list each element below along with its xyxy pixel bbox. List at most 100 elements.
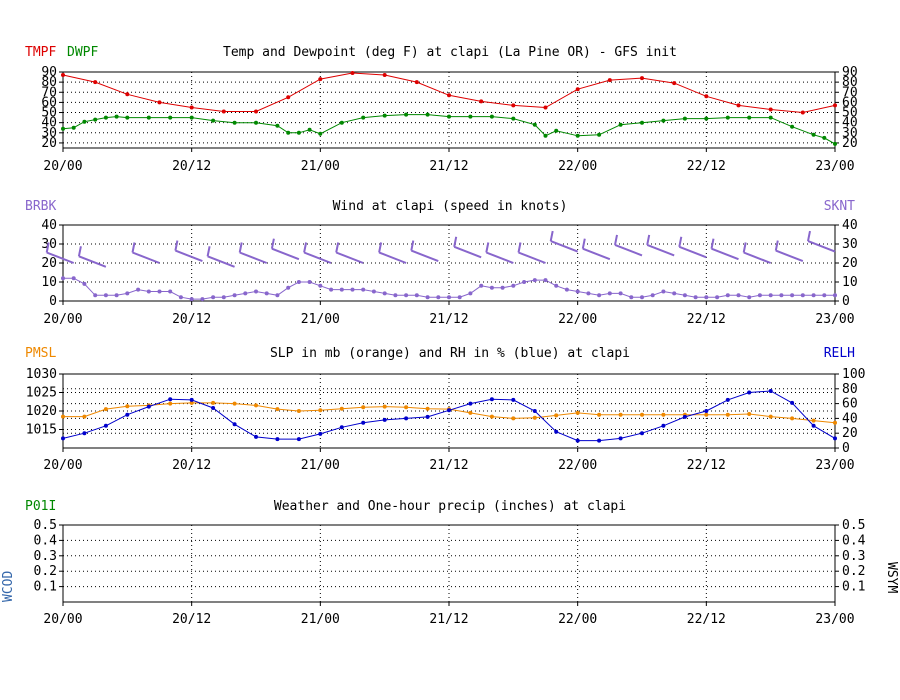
panel-0-xtick-0: 20/00	[43, 159, 82, 174]
panel-1-wind-barb-22	[807, 240, 836, 253]
panel-1-ytick-left-1: 10	[41, 275, 57, 290]
panel-2-ytick-right-3: 60	[842, 397, 858, 412]
panel-1-series-SKNT-point-18	[254, 289, 258, 294]
panel-1-wind-barb-7	[303, 251, 332, 264]
panel-2-series-PMSL-point-35	[811, 418, 816, 423]
panel-1-xtick-5: 22/12	[687, 312, 726, 327]
panel-2-ytick-right-4: 80	[842, 382, 858, 397]
panel-1-series-SKNT-point-12	[189, 297, 194, 302]
panel-1-series-SKNT-point-39	[479, 283, 484, 288]
panel-1-wind-barb-flag-5	[238, 242, 243, 253]
panel-1-right-label: SKNT	[824, 199, 855, 214]
panel-2-right-label: RELH	[824, 346, 855, 361]
panel-1-series-SKNT-point-69	[800, 293, 805, 298]
panel-2-series-PMSL-point-9	[254, 403, 258, 408]
panel-0-series-DWPF-point-27	[532, 122, 537, 127]
panel-3-ytick-left-2: 0.3	[34, 549, 57, 564]
panel-1-series-SKNT-point-17	[243, 291, 248, 296]
panel-2-series-RELH-point-4	[146, 404, 151, 409]
panel-1-title: Wind at clapi (speed in knots)	[333, 199, 568, 214]
panel-0-series-DWPF-point-34	[661, 118, 666, 123]
panel-1-ytick-right-3: 30	[842, 237, 858, 252]
panel-1-series-SKNT-point-27	[350, 287, 355, 292]
panel-0-series-DWPF-point-38	[747, 115, 752, 120]
panel-2-series-RELH-point-28	[661, 423, 666, 428]
panel-2-series-RELH-point-15	[382, 417, 387, 422]
panel-0-series-DWPF-point-25	[489, 114, 494, 119]
panel-0-series-DWPF-point-0	[61, 126, 65, 131]
panel-0-left-label-0: TMPF	[25, 45, 56, 60]
panel-1-xtick-1: 20/12	[172, 312, 211, 327]
panel-1-wind-barb-6	[271, 247, 300, 261]
panel-3-xtick-3: 21/12	[429, 612, 468, 627]
panel-1-wind-barb-5	[239, 251, 268, 264]
panel-2-series-RELH-point-30	[704, 409, 709, 413]
panel-0-series-TMPF-point-12	[447, 93, 451, 98]
panel-2-ytick-right-2: 40	[842, 411, 858, 426]
panel-1-series-SKNT-point-33	[414, 293, 419, 298]
panel-2-series-RELH-point-0	[61, 436, 65, 441]
panel-3-xtick-6: 23/00	[815, 612, 854, 627]
panel-3-ytick-left-0: 0.1	[34, 580, 57, 595]
panel-0-series-DWPF-point-6	[125, 115, 130, 120]
panel-3-ytick-right-0: 0.1	[842, 580, 865, 595]
panel-2-series-RELH-point-12	[318, 431, 323, 436]
panel-1-wind-barb-flag-21	[774, 240, 779, 251]
panel-0-series-DWPF-point-41	[811, 132, 816, 137]
panel-1-wind-barb-flag-12	[485, 242, 490, 253]
panel-3-xtick-2: 21/00	[301, 612, 340, 627]
panel-1-ytick-right-0: 0	[842, 294, 850, 309]
panel-2-series-RELH-point-26	[618, 436, 623, 441]
panel-1-series-SKNT-point-13	[200, 297, 205, 302]
panel-2-series-RELH-point-17	[425, 414, 430, 419]
panel-1-series-SKNT-point-70	[811, 293, 816, 298]
panel-1-series-SKNT-point-56	[661, 289, 666, 294]
panel-1-series-SKNT-point-55	[650, 293, 655, 298]
panel-2-series-PMSL-point-22	[532, 415, 537, 420]
panel-1-ytick-right-1: 10	[842, 275, 858, 290]
panel-0-ytick-left-7: 90	[41, 65, 57, 80]
panel-3-left-label-0: P01I	[25, 499, 56, 514]
panel-1-series-SKNT-point-51	[607, 291, 612, 296]
panel-0-series-TMPF-point-3	[157, 100, 162, 105]
panel-0-series-TMPF-point-1	[93, 80, 98, 85]
panel-0-series-DWPF-point-17	[318, 131, 323, 136]
panel-1-series-SKNT-point-1	[71, 276, 76, 281]
panel-0-series-DWPF-point-32	[618, 122, 623, 127]
panel-0-xtick-6: 23/00	[815, 159, 854, 174]
panel-2-ytick-left-3: 1030	[26, 367, 57, 382]
panel-1-series-SKNT-point-62	[725, 293, 730, 298]
panel-0-xtick-1: 20/12	[172, 159, 211, 174]
panel-0-series-DWPF-point-3	[93, 117, 98, 122]
panel-1-series-SKNT-point-0	[61, 276, 65, 281]
panel-0-series-TMPF-point-0	[61, 73, 65, 77]
panel-1-wind-barb-flag-2	[131, 242, 136, 253]
panel-0-series-DWPF-point-30	[575, 133, 580, 138]
panel-1-wind-barb-3	[175, 249, 203, 263]
panel-1-series-SKNT-point-52	[618, 291, 623, 296]
panel-2-series-RELH-point-22	[532, 409, 537, 413]
panel-2-xtick-6: 23/00	[815, 458, 854, 473]
panel-2-series-RELH-point-23	[554, 429, 559, 434]
panel-0-series-DWPF-point-23	[447, 114, 451, 119]
panel-1-series-SKNT-point-35	[436, 295, 441, 300]
panel-0-series-DWPF-point-1	[71, 125, 76, 130]
panel-2-series-PMSL-point-23	[554, 413, 559, 418]
panel-2-title: SLP in mb (orange) and RH in % (blue) at…	[270, 346, 630, 361]
panel-0-series-TMPF-point-21	[736, 103, 741, 108]
panel-1-series-SKNT-point-31	[393, 293, 398, 298]
panel-2-series-PMSL-point-3	[125, 404, 130, 409]
panel-0-series-TMPF-point-17	[607, 78, 612, 83]
panel-2-xtick-1: 20/12	[172, 458, 211, 473]
panel-1-series-SKNT-point-47	[564, 287, 569, 292]
panel-1-wind-barb-8	[335, 251, 364, 264]
panel-0-series-DWPF-point-35	[682, 116, 687, 121]
panel-0-series-DWPF-point-20	[382, 113, 387, 118]
panel-0-series-TMPF-point-7	[286, 95, 291, 100]
panel-0-ytick-left-2: 40	[41, 116, 57, 131]
panel-2-series-PMSL-point-19	[468, 410, 473, 415]
panel-0-xtick-4: 22/00	[558, 159, 597, 174]
panel-3-ytick-right-2: 0.3	[842, 549, 865, 564]
panel-2-xtick-3: 21/12	[429, 458, 468, 473]
